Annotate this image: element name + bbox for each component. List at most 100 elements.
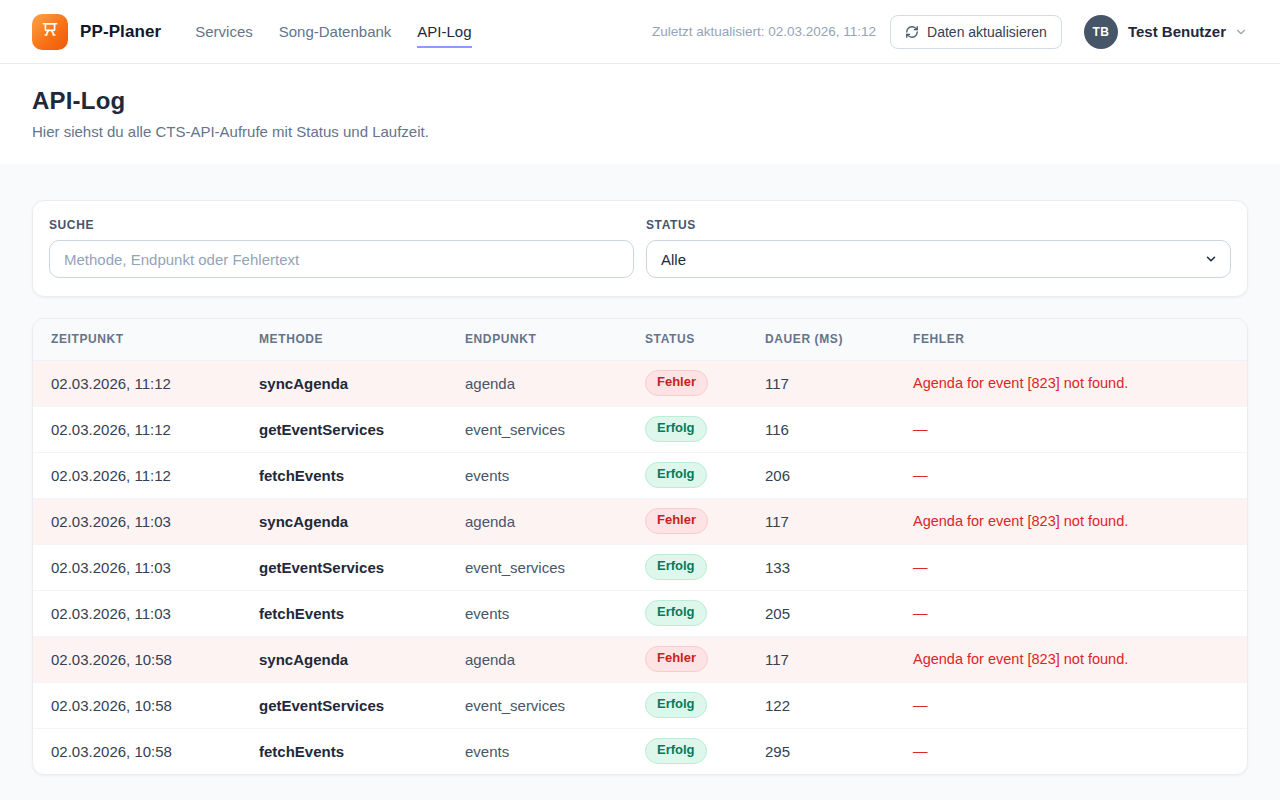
cell-timestamp: 02.03.2026, 10:58 [33,728,241,774]
app-logo [32,14,68,50]
table-row: 02.03.2026, 11:03 fetchEvents events Erf… [33,590,1247,636]
cell-endpoint: agenda [447,360,627,406]
cell-error: — [895,406,1247,452]
cell-duration: 117 [747,636,895,682]
cell-timestamp: 02.03.2026, 10:58 [33,682,241,728]
cell-timestamp: 02.03.2026, 11:03 [33,498,241,544]
search-input[interactable] [49,240,634,278]
cell-error: Agenda for event [823] not found. [895,498,1247,544]
nav-item-song-datenbank[interactable]: Song-Datenbank [279,23,392,40]
cell-error: Agenda for event [823] not found. [895,636,1247,682]
cell-status: Erfolg [627,544,747,590]
table-row: 02.03.2026, 11:12 getEventServices event… [33,406,1247,452]
status-badge: Fehler [645,508,708,534]
cell-endpoint: events [447,728,627,774]
table-header: ZEITPUNKT METHODE ENDPUNKT STATUS DAUER … [33,319,1247,360]
status-field-group: STATUS Alle [646,218,1231,278]
cell-duration: 205 [747,590,895,636]
cell-endpoint: event_services [447,544,627,590]
cell-status: Erfolg [627,682,747,728]
cell-method: fetchEvents [241,728,447,774]
filter-card: SUCHE STATUS Alle [32,200,1248,297]
cell-endpoint: agenda [447,498,627,544]
column-header-methode: METHODE [241,319,447,360]
cell-status: Erfolg [627,728,747,774]
status-label: STATUS [646,218,1231,232]
cell-error: — [895,544,1247,590]
cell-method: getEventServices [241,682,447,728]
last-updated-text: Zuletzt aktualisiert: 02.03.2026, 11:12 [652,24,876,39]
cell-error: Agenda for event [823] not found. [895,360,1247,406]
cell-timestamp: 02.03.2026, 11:12 [33,452,241,498]
cell-method: fetchEvents [241,590,447,636]
cell-status: Erfolg [627,452,747,498]
cell-endpoint: event_services [447,682,627,728]
status-badge: Erfolg [645,738,707,764]
log-table-body: 02.03.2026, 11:12 syncAgenda agenda Fehl… [33,360,1247,774]
presentation-board-icon [40,20,60,44]
cell-error: — [895,728,1247,774]
page-head: API-Log Hier siehst du alle CTS-API-Aufr… [0,64,1280,164]
status-select-wrap: Alle [646,240,1231,278]
status-badge: Fehler [645,370,708,396]
chevron-down-icon [1234,25,1248,39]
cell-error: — [895,590,1247,636]
cell-status: Fehler [627,360,747,406]
header-right: Zuletzt aktualisiert: 02.03.2026, 11:12 … [652,15,1248,49]
status-badge: Erfolg [645,416,707,442]
cell-duration: 117 [747,498,895,544]
page-title: API-Log [32,87,1248,115]
table-row: 02.03.2026, 11:03 getEventServices event… [33,544,1247,590]
app-header: PP-Planer Services Song-Datenbank API-Lo… [0,0,1280,64]
column-header-endpunkt: ENDPUNKT [447,319,627,360]
user-menu[interactable]: TB Test Benutzer [1084,15,1248,49]
cell-method: syncAgenda [241,360,447,406]
table-row: 02.03.2026, 11:12 fetchEvents events Erf… [33,452,1247,498]
cell-endpoint: agenda [447,636,627,682]
cell-timestamp: 02.03.2026, 11:03 [33,590,241,636]
cell-duration: 295 [747,728,895,774]
cell-duration: 117 [747,360,895,406]
cell-timestamp: 02.03.2026, 11:03 [33,544,241,590]
table-row: 02.03.2026, 10:58 fetchEvents events Erf… [33,728,1247,774]
cell-status: Fehler [627,498,747,544]
table-row: 02.03.2026, 11:03 syncAgenda agenda Fehl… [33,498,1247,544]
search-label: SUCHE [49,218,634,232]
column-header-dauer: DAUER (MS) [747,319,895,360]
cell-status: Erfolg [627,406,747,452]
status-badge: Fehler [645,646,708,672]
table-row: 02.03.2026, 11:12 syncAgenda agenda Fehl… [33,360,1247,406]
cell-timestamp: 02.03.2026, 10:58 [33,636,241,682]
api-log-table: ZEITPUNKT METHODE ENDPUNKT STATUS DAUER … [33,319,1247,774]
cell-error: — [895,452,1247,498]
cell-method: getEventServices [241,544,447,590]
cell-duration: 206 [747,452,895,498]
search-field-group: SUCHE [49,218,634,278]
cell-duration: 122 [747,682,895,728]
cell-timestamp: 02.03.2026, 11:12 [33,406,241,452]
nav-item-api-log[interactable]: API-Log [417,23,471,48]
cell-timestamp: 02.03.2026, 11:12 [33,360,241,406]
nav-item-services[interactable]: Services [195,23,253,40]
api-log-table-card: ZEITPUNKT METHODE ENDPUNKT STATUS DAUER … [32,318,1248,775]
brand-name: PP-Planer [80,22,161,42]
page-subtitle: Hier siehst du alle CTS-API-Aufrufe mit … [32,123,1248,140]
refresh-data-button[interactable]: Daten aktualisieren [890,15,1062,49]
status-badge: Erfolg [645,462,707,488]
refresh-icon [905,25,919,39]
cell-status: Erfolg [627,590,747,636]
cell-method: syncAgenda [241,636,447,682]
column-header-fehler: FEHLER [895,319,1247,360]
cell-duration: 133 [747,544,895,590]
status-select[interactable]: Alle [646,240,1231,278]
column-header-zeitpunkt: ZEITPUNKT [33,319,241,360]
cell-endpoint: event_services [447,406,627,452]
cell-duration: 116 [747,406,895,452]
table-row: 02.03.2026, 10:58 getEventServices event… [33,682,1247,728]
cell-error: — [895,682,1247,728]
main-content: SUCHE STATUS Alle [0,164,1280,775]
avatar: TB [1084,15,1118,49]
status-badge: Erfolg [645,692,707,718]
status-badge: Erfolg [645,600,707,626]
main-nav: Services Song-Datenbank API-Log [195,23,471,40]
